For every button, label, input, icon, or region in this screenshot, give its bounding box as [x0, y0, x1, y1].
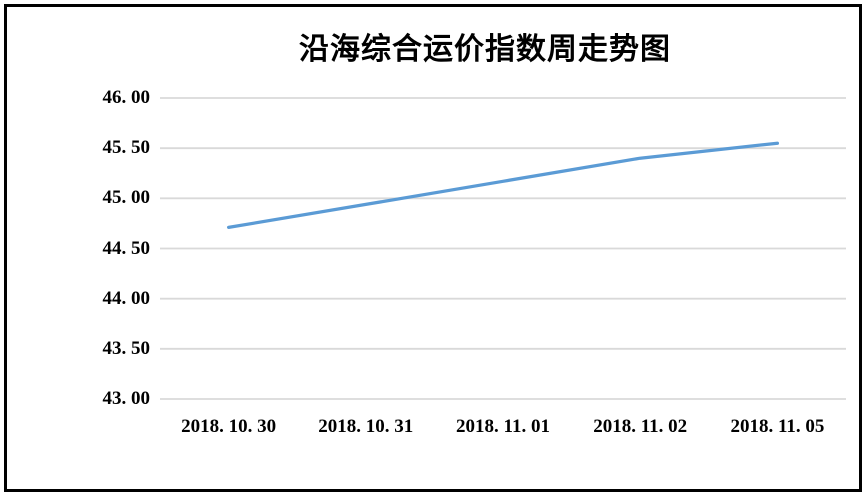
plot-area [160, 97, 846, 400]
y-tick-label: 44. 00 [102, 287, 151, 309]
y-tick-label: 43. 50 [102, 337, 151, 359]
freight-index-line [226, 141, 780, 230]
y-tick-label: 44. 50 [102, 237, 151, 259]
y-axis: 46. 00 45. 50 45. 00 44. 50 44. 00 43. 50 43. … [0, 87, 151, 409]
y-tick-label: 46. 00 [102, 87, 151, 108]
x-tick-label: 2018. 10. 31 [318, 416, 414, 437]
y-tick-label: 45. 00 [102, 187, 151, 209]
x-axis: 2018. 10. 30 2018. 10. 31 2018. 11. 01 2018… [160, 413, 846, 441]
x-tick-label: 2018. 11. 01 [456, 416, 550, 437]
x-tick-label: 2018. 11. 05 [730, 416, 825, 437]
y-tick-label: 45. 50 [102, 137, 151, 159]
x-tick-label: 2018. 11. 02 [593, 416, 688, 437]
x-tick-label: 2018. 10. 30 [181, 416, 277, 437]
chart-title: 沿海综合运价指数周走势图 [299, 33, 671, 66]
y-tick-label: 43. 00 [102, 388, 151, 409]
